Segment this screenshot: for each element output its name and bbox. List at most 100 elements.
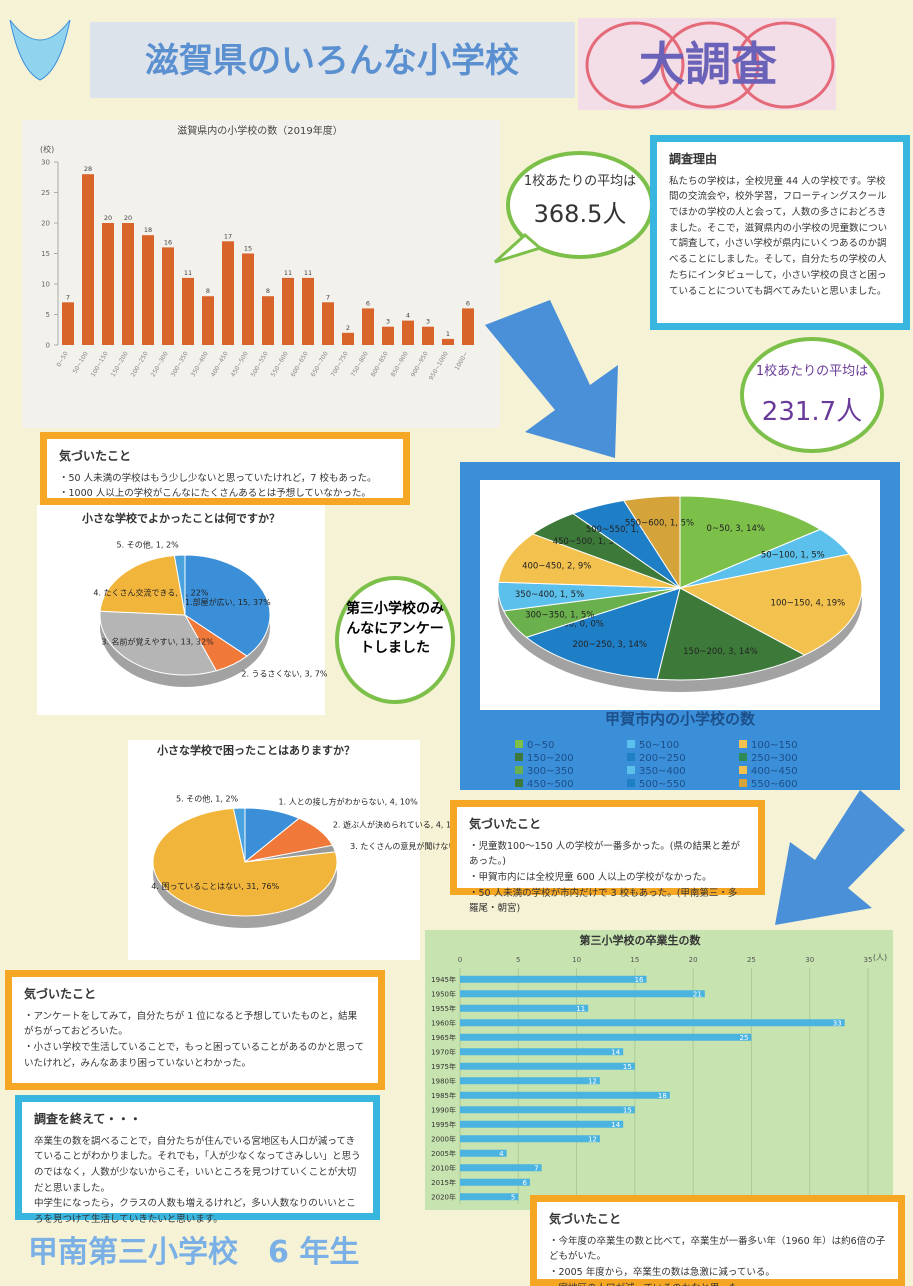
note-item: ・小さい学校で生活していることで，もっと困っていることがあるのかと思っていたけれ… [24, 1042, 365, 1069]
slice-label: 200~250, 3, 14% [572, 640, 647, 650]
poster-title: 滋賀県のいろんな小学校 [145, 41, 519, 81]
note-title: 気づいたこと [24, 987, 97, 1001]
note-item: ・宮地区の人口が減っているのかなと思った。 [549, 1281, 886, 1286]
bar [342, 332, 354, 345]
bubble [740, 337, 884, 453]
bar [442, 338, 454, 345]
note-title: 気づいたこと [469, 817, 542, 831]
slice-label: 2. 遊ぶ人が決められている, 4, 10% [333, 820, 464, 830]
y-tick-label: 1960年 [431, 1018, 456, 1027]
data-label: 6 [466, 299, 470, 307]
data-label: 4 [499, 1150, 504, 1158]
data-label: 16 [635, 976, 644, 984]
bar [460, 1178, 530, 1186]
slice-label: 150~200, 3, 14% [683, 647, 758, 657]
data-label: 15 [244, 245, 252, 253]
data-label: 20 [124, 214, 132, 222]
slice-label: 5. その他, 1, 2% [176, 793, 239, 803]
data-label: 3 [386, 318, 390, 326]
legend-label: 450~500 [527, 779, 574, 790]
bar [282, 277, 294, 345]
bar [460, 1062, 635, 1070]
y-tick-label: 2020年 [431, 1192, 456, 1201]
x-tick-label: 0 [458, 956, 462, 964]
data-label: 1 [446, 330, 450, 338]
note-item: ・今年度の卒業生の数と比べて，卒業生が一番多い年（1960 年）は約6倍の子ども… [549, 1235, 886, 1263]
bar [460, 1120, 624, 1128]
data-label: 14 [611, 1048, 620, 1056]
slice-label: 1.部屋が広い, 15, 37% [185, 597, 271, 607]
data-label: 11 [184, 269, 192, 277]
pie-slice [184, 554, 271, 657]
slice-label: 3. たくさんの意見が聞けない, 1, 2% [350, 841, 485, 851]
bar [202, 296, 214, 345]
y-tick-label: 1990年 [431, 1105, 456, 1114]
slice-label: 2. うるさくない, 3, 7% [241, 670, 328, 679]
conclusion-title: 調査を終えて・・・ [34, 1112, 142, 1126]
reason-title: 調査理由 [669, 152, 718, 166]
bubble-tail [493, 232, 544, 264]
legend-swatch [515, 766, 523, 774]
bar [460, 1019, 845, 1027]
note-box: 気づいたこと ・50 人未満の学校はもう少し少ないと思っていたけれど，7 校もあっ… [40, 432, 410, 505]
bubble-lead: 1校あたりの平均は [524, 173, 636, 189]
y-tick-label: 1950年 [431, 989, 456, 998]
bubble-value: 231.7人 [762, 397, 862, 427]
legend-swatch [627, 740, 635, 748]
data-label: 15 [623, 1106, 632, 1114]
y-tick-label: 5 [46, 311, 50, 319]
survey-note-box: 第三小学校のみんなにアンケートしました [346, 601, 444, 656]
bubble-value: 368.5人 [534, 200, 627, 228]
legend-swatch [627, 753, 635, 761]
legend-swatch [739, 740, 747, 748]
data-label: 33 [833, 1019, 842, 1027]
circle-doodle [585, 21, 685, 109]
axis-label: (人) [873, 953, 887, 962]
legend-label: 50~100 [639, 740, 679, 751]
pie-slice [679, 495, 822, 589]
bar [460, 1033, 752, 1041]
bar [362, 308, 374, 345]
y-tick-label: 1995年 [431, 1120, 456, 1129]
data-label: 18 [658, 1092, 667, 1100]
legend-swatch [515, 779, 523, 787]
y-tick-label: 1965年 [431, 1033, 456, 1042]
note-item: ・甲賀市内には全校児童 600 人以上の学校がなかった。 [469, 872, 712, 884]
pie-slice [99, 610, 218, 676]
footer: 甲南第三小学校 6 年生 [28, 1235, 359, 1270]
arrow [775, 790, 905, 925]
bar [382, 326, 394, 345]
slice-label: 0~50, 3, 14% [707, 524, 765, 534]
data-label: 6 [522, 1179, 527, 1187]
pie-slice [622, 495, 681, 590]
data-label: 25 [740, 1034, 749, 1042]
conclusion-text: 卒業生の数を調べることで，自分たちが住んでいる宮地区も人口が減ってきていることが… [34, 1135, 361, 1194]
pie-slice [173, 554, 186, 616]
data-label: 14 [611, 1121, 620, 1129]
legend-label: 300~350 [527, 766, 574, 777]
circle-doodle [660, 21, 760, 109]
slice-label: 300~350, 1, 5% [525, 610, 594, 620]
legend-label: 100~150 [751, 740, 798, 751]
y-tick-label: 15 [41, 250, 50, 258]
legend-label: 500~550 [639, 779, 686, 790]
pie-slice [678, 553, 863, 656]
y-tick-label: 10 [41, 281, 50, 289]
axis-label: (校) [40, 144, 54, 154]
bubble [335, 576, 455, 704]
bar [460, 990, 705, 998]
note-title: 気づいたこと [549, 1212, 622, 1226]
x-tick-label: 25 [747, 956, 756, 964]
legend-swatch [515, 753, 523, 761]
slice-label: 550~600, 1, 5% [625, 519, 694, 529]
y-tick-label: 1980年 [431, 1076, 456, 1085]
slice-label: 4. 困っていることはない, 31, 76% [151, 882, 279, 891]
bar [322, 302, 334, 345]
x-tick-label: 20 [689, 956, 698, 964]
legend-label: 0~50 [527, 740, 554, 751]
bar [462, 308, 474, 345]
legend-label: 350~400 [639, 766, 686, 777]
data-label: 7 [534, 1164, 538, 1172]
data-label: 11 [576, 1005, 585, 1013]
